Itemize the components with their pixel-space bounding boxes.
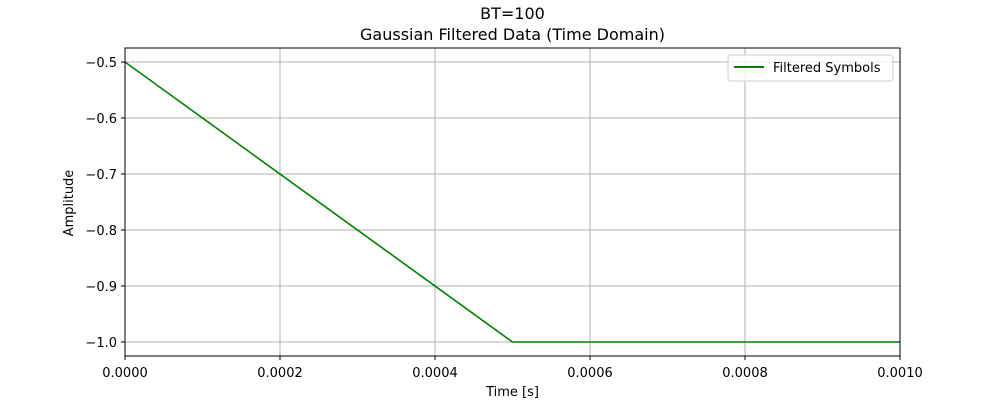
x-tick-label: 0.0010 [877, 366, 923, 381]
x-tick-label: 0.0002 [257, 366, 303, 381]
x-tick-label: 0.0006 [567, 366, 613, 381]
x-tick-label: 0.0000 [102, 366, 148, 381]
legend-label: Filtered Symbols [773, 61, 881, 76]
legend-box [727, 54, 894, 82]
y-tick-label: −0.5 [85, 56, 117, 71]
plot-area [124, 47, 901, 357]
grid [124, 48, 901, 356]
x-axis-label: Time [s] [485, 385, 539, 400]
x-axis: 0.0000 0.0002 0.0004 0.0006 0.0008 0.0010 [102, 356, 923, 381]
y-tick-label: −0.9 [85, 280, 117, 295]
y-tick-label: −0.8 [85, 224, 117, 239]
series-layer [124, 61, 900, 343]
x-tick-label: 0.0008 [722, 366, 768, 381]
y-tick-label: −0.7 [85, 168, 117, 183]
y-axis-label: Amplitude [62, 170, 77, 237]
y-axis: −0.5 −0.6 −0.7 −0.8 −0.9 −1.0 [85, 56, 125, 351]
chart-subtitle: Gaussian Filtered Data (Time Domain) [360, 25, 665, 44]
y-tick-label: −0.6 [85, 112, 117, 127]
y-tick-label: −1.0 [85, 336, 117, 351]
x-tick-label: 0.0004 [412, 366, 458, 381]
series-line [124, 61, 900, 343]
chart-title: BT=100 [480, 4, 545, 23]
legend: Filtered Symbols [727, 54, 894, 82]
